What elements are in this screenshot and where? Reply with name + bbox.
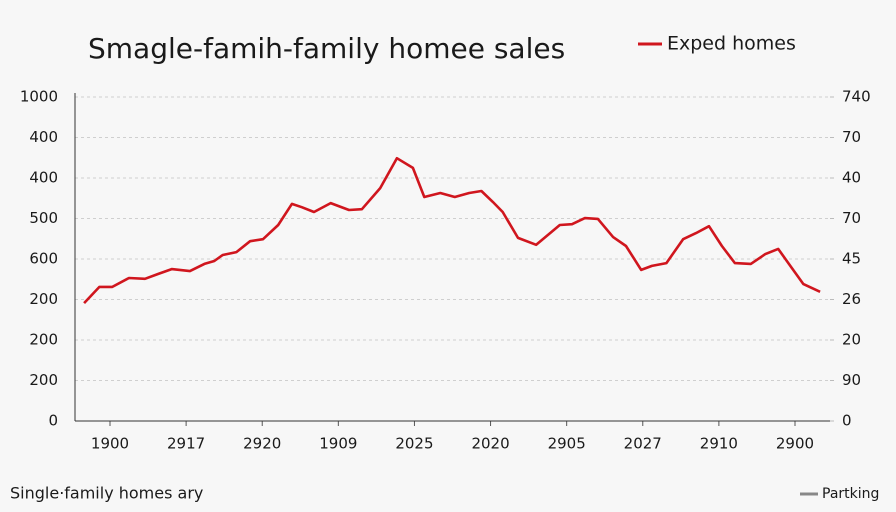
y-tick-label: 400 bbox=[29, 169, 58, 187]
y-tick-label: 500 bbox=[29, 209, 58, 227]
y-tick-label: 0 bbox=[48, 412, 58, 430]
y2-tick-label: 45 bbox=[842, 250, 861, 268]
x-tick-label: 2027 bbox=[624, 435, 662, 453]
y2-tick-label: 40 bbox=[842, 169, 861, 187]
y-tick-label: 200 bbox=[29, 331, 58, 349]
y-tick-label: 600 bbox=[29, 250, 58, 268]
x-tick-label: 2025 bbox=[395, 435, 433, 453]
footer-caption: Single·family homes ary bbox=[10, 484, 203, 503]
x-tick-label: 2900 bbox=[776, 435, 814, 453]
y2-tick-label: 740 bbox=[842, 88, 871, 106]
y2-tick-label: 0 bbox=[842, 412, 852, 430]
chart-title: Smagle-famih-family homee sales bbox=[88, 32, 565, 65]
x-tick-label: 2020 bbox=[471, 435, 509, 453]
x-tick-label: 2905 bbox=[548, 435, 586, 453]
series-line bbox=[83, 156, 821, 304]
y2-tick-label: 90 bbox=[842, 371, 861, 389]
x-tick-label: 2917 bbox=[167, 435, 205, 453]
footer-source: Partking bbox=[822, 486, 879, 502]
legend-label: Exped homes bbox=[667, 33, 796, 55]
y-tick-label: 200 bbox=[29, 290, 58, 308]
y2-tick-label: 20 bbox=[842, 331, 861, 349]
y2-tick-label: 70 bbox=[842, 209, 861, 227]
y-tick-label: 400 bbox=[29, 128, 58, 146]
y2-tick-label: 26 bbox=[842, 290, 861, 308]
x-tick-label: 1900 bbox=[91, 435, 129, 453]
y2-tick-label: 70 bbox=[842, 128, 861, 146]
x-tick-label: 2910 bbox=[700, 435, 738, 453]
x-tick-label: 1909 bbox=[319, 435, 357, 453]
y-tick-label: 200 bbox=[29, 371, 58, 389]
y-tick-label: 1000 bbox=[20, 88, 58, 106]
x-tick-label: 2920 bbox=[243, 435, 281, 453]
